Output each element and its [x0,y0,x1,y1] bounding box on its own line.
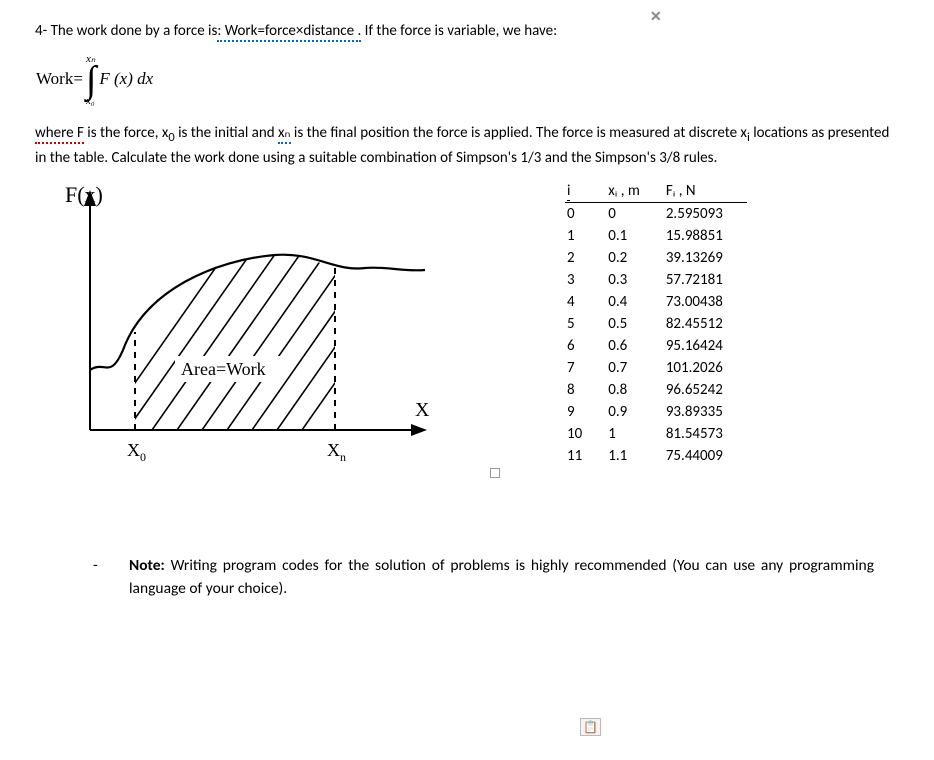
cell-x: 0.1 [606,225,664,247]
para-d: is the final position the force is appli… [291,124,747,142]
cell-x: 0.4 [606,291,664,313]
note-body: Writing program codes for the solution o… [129,556,874,597]
para-a: where F [35,124,84,144]
work-formula-link: : Work=force×distance . [217,22,361,42]
cell-x: 1 [606,423,664,445]
area-label: Area=Work [181,359,266,379]
cell-f: 101.2026 [664,357,747,379]
cell-f: 75.44009 [664,445,747,467]
xn-sub: n [340,450,346,464]
table-row: 50.582.45512 [565,313,747,335]
x-axis-label: X [415,399,430,421]
cell-f: 73.00438 [664,291,747,313]
note-text: Note: Writing program codes for the solu… [129,555,874,600]
xn-label: X [327,440,340,460]
cell-f: 39.13269 [664,247,747,269]
table-row: 111.175.44009 [565,445,747,467]
cell-i: 5 [565,313,606,335]
y-axis-label: F(x) [65,182,103,207]
work-lhs: Work= [36,69,83,88]
cell-x: 0 [606,203,664,226]
col-header-x: xᵢ , m [606,180,664,203]
work-graph: F(x) X [35,180,455,470]
close-icon[interactable]: ✕ [650,8,662,25]
table-row: 20.239.13269 [565,247,747,269]
cell-x: 0.5 [606,313,664,335]
force-curve [90,255,425,370]
cell-x: 0.9 [606,401,664,423]
problem-number: 4- [35,22,47,40]
col-header-i: i [567,182,570,201]
graph-column: F(x) X [35,180,475,475]
para-xn: xₙ [278,124,290,144]
intro-text-a: The work done by a force is [47,22,217,40]
table-row: 40.473.00438 [565,291,747,313]
table-row: 10181.54573 [565,423,747,445]
cell-x: 0.7 [606,357,664,379]
content-row: ⊕ F(x) X [35,180,894,475]
table-row: 002.595093 [565,203,747,226]
table-header-row: i xᵢ , m Fᵢ , N [565,180,747,203]
svg-text:Xn: Xn [327,440,346,464]
cell-f: 82.45512 [664,313,747,335]
table-column: i xᵢ , m Fᵢ , N 002.59509310.115.9885120… [475,180,894,467]
cell-x: 0.8 [606,379,664,401]
cell-i: 11 [565,445,606,467]
integral-symbol: ∫ [85,66,97,94]
cell-f: 95.16424 [664,335,747,357]
cell-i: 7 [565,357,606,379]
table-row: 60.695.16424 [565,335,747,357]
cell-f: 81.54573 [664,423,747,445]
integral-equation: Work= xₙ F (x) dx ∫ x₀ [35,51,894,108]
intro-text-b: If the force is variable, we have: [361,22,557,40]
table-row: 30.357.72181 [565,269,747,291]
document-page: 4- The work done by a force is: Work=for… [0,0,934,620]
cell-f: 15.98851 [664,225,747,247]
cell-i: 3 [565,269,606,291]
data-table: i xᵢ , m Fᵢ , N 002.59509310.115.9885120… [565,180,747,467]
selection-handle-icon[interactable] [490,468,500,478]
para-c: is the initial and [175,124,278,142]
x0-label: X [127,440,140,460]
cell-f: 93.89335 [664,401,747,423]
x0-sub: 0 [140,450,146,464]
col-header-f: Fᵢ , N [664,180,747,203]
problem-intro: 4- The work done by a force is: Work=for… [35,20,894,43]
para-b: is the force, x [84,124,168,142]
cell-x: 0.6 [606,335,664,357]
cell-f: 2.595093 [664,203,747,226]
cell-i: 8 [565,379,606,401]
cell-i: 2 [565,247,606,269]
table-row: 80.896.65242 [565,379,747,401]
cell-i: 9 [565,401,606,423]
integrand: F (x) dx [99,69,153,88]
cell-i: 4 [565,291,606,313]
cell-f: 96.65242 [664,379,747,401]
table-row: 90.993.89335 [565,401,747,423]
table-row: 70.7101.2026 [565,357,747,379]
cell-x: 1.1 [606,445,664,467]
cell-i: 0 [565,203,606,226]
cell-f: 57.72181 [664,269,747,291]
cell-x: 0.2 [606,247,664,269]
cell-i: 1 [565,225,606,247]
note-row: - Note: Writing program codes for the so… [35,555,894,600]
svg-text:X0: X0 [127,440,146,464]
note-bold: Note: [129,556,165,575]
cell-x: 0.3 [606,269,664,291]
table-row: 10.115.98851 [565,225,747,247]
cell-i: 10 [565,423,606,445]
note-dash: - [93,555,129,600]
paste-options-icon[interactable]: 📋 [580,718,601,736]
problem-paragraph: where F is the force, x0 is the initial … [35,122,894,171]
cell-i: 6 [565,335,606,357]
